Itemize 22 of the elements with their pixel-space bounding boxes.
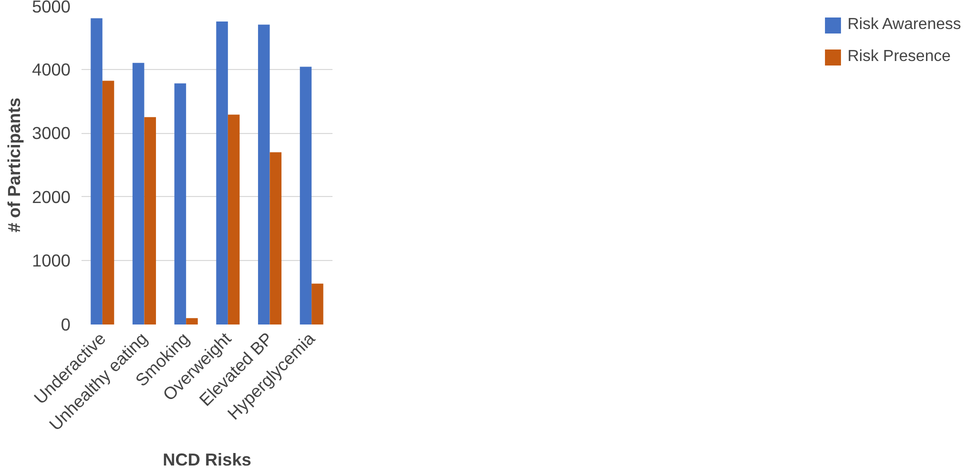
bar [90,18,102,324]
bar [300,66,312,324]
bar [216,21,228,324]
y-axis-title: # of Participants [4,98,24,232]
legend-label: Risk Presence [847,48,951,66]
bar [228,114,240,324]
bar [270,152,282,324]
bar [132,62,144,324]
bar [174,83,186,324]
bar [312,284,324,324]
legend-label: Risk Awareness [847,16,961,34]
y-tick-label: 3000 [32,123,71,144]
bar [258,24,270,324]
bar [102,80,114,324]
bar [144,117,156,324]
y-tick-label: 4000 [32,59,71,80]
y-tick-label: 5000 [32,0,71,16]
y-tick-label: 1000 [32,250,71,271]
y-tick-label: 0 [60,314,71,334]
bar [186,318,198,324]
y-tick-label: 2000 [32,186,71,207]
x-axis-title: NCD Risks [162,450,252,470]
